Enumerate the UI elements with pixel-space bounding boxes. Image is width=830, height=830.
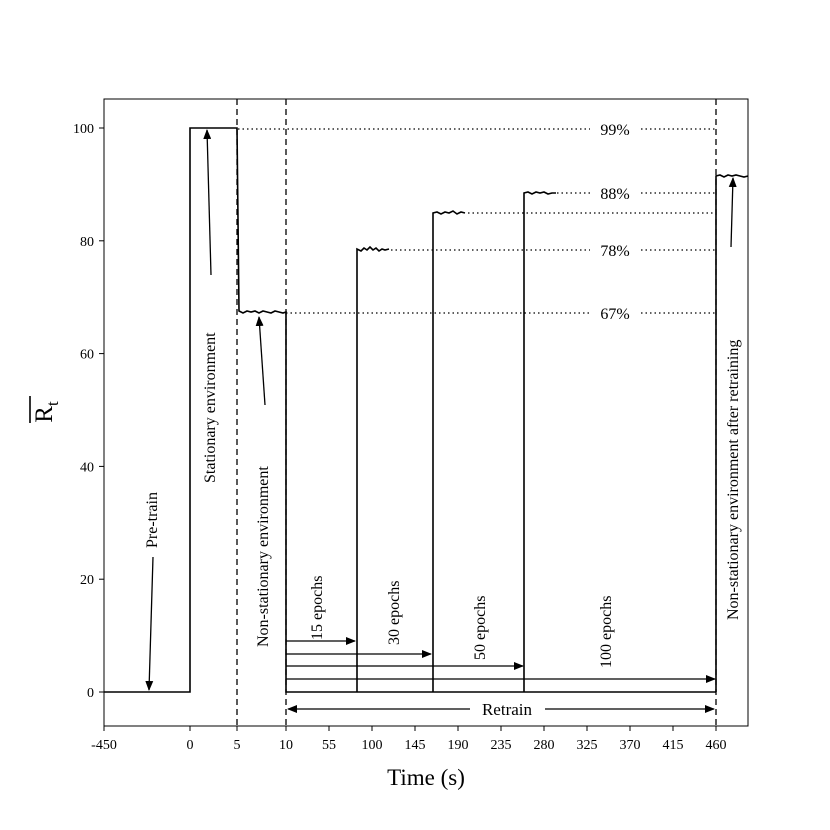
x-tick-label: 55 — [322, 738, 336, 753]
svg-text:Rt: Rt — [31, 401, 62, 423]
y-tick-label: 0 — [87, 686, 94, 701]
epochs-label-30: 30 epochs — [386, 581, 403, 645]
arrow-non-stationary — [255, 316, 266, 406]
phase-label-pre-train: Pre-train — [144, 492, 161, 548]
arrow-pre-train — [145, 556, 154, 691]
reference-dotted-lines — [238, 128, 716, 314]
x-tick-label: 0 — [187, 738, 194, 753]
retrain-label: Retrain — [482, 700, 533, 719]
y-axis-label-subscript: t — [43, 401, 62, 406]
x-tick-label: 370 — [620, 738, 641, 753]
reward-trace-run-50 — [523, 191, 556, 692]
y-axis-ticks: 0 20 40 60 80 100 — [73, 122, 104, 701]
arrow-stationary — [203, 129, 212, 276]
y-tick-label: 60 — [80, 348, 94, 363]
percent-label-78: 78% — [600, 243, 629, 260]
retrain-arrows — [286, 637, 716, 713]
phase-label-after-retraining: Non-stationary environment after retrain… — [725, 340, 742, 620]
x-tick-label: 190 — [448, 738, 469, 753]
x-axis-ticks: -450 0 5 10 55 100 145 190 235 280 325 370 415 460 — [91, 726, 727, 753]
y-axis-label-main: R — [31, 406, 58, 423]
y-tick-label: 40 — [80, 460, 94, 475]
x-tick-label: 325 — [577, 738, 598, 753]
y-tick-label: 80 — [80, 235, 94, 250]
epochs-label-100: 100 epochs — [598, 596, 615, 668]
y-axis-label: Rt — [29, 396, 62, 423]
reward-trace-run-15 — [356, 245, 390, 692]
x-tick-label: 460 — [706, 738, 727, 753]
phase-annotation-arrows — [145, 129, 737, 691]
reward-trace-run-30 — [432, 210, 466, 692]
x-tick-label: 10 — [279, 738, 293, 753]
x-tick-label: 100 — [362, 738, 383, 753]
percent-label-88: 88% — [600, 186, 629, 203]
x-tick-label: 415 — [663, 738, 684, 753]
x-tick-label: 280 — [534, 738, 555, 753]
x-tick-label: -450 — [91, 738, 117, 753]
x-tick-label: 145 — [405, 738, 426, 753]
y-tick-label: 20 — [80, 573, 94, 588]
x-axis-label: Time (s) — [387, 765, 465, 790]
percent-label-99: 99% — [600, 122, 629, 139]
reward-trace-main — [104, 127, 716, 693]
reward-trace-run-100 — [715, 174, 749, 692]
epochs-label-50: 50 epochs — [472, 596, 489, 660]
x-tick-label: 235 — [491, 738, 512, 753]
percent-label-67: 67% — [600, 306, 629, 323]
plot-frame — [103, 98, 749, 727]
epochs-label-15: 15 epochs — [309, 576, 326, 640]
phase-label-stationary: Stationary environment — [202, 332, 219, 483]
y-tick-label: 100 — [73, 122, 94, 137]
phase-label-non-stationary: Non-stationary environment — [255, 466, 272, 647]
arrow-after-retraining — [728, 177, 737, 248]
x-tick-label: 5 — [234, 738, 241, 753]
